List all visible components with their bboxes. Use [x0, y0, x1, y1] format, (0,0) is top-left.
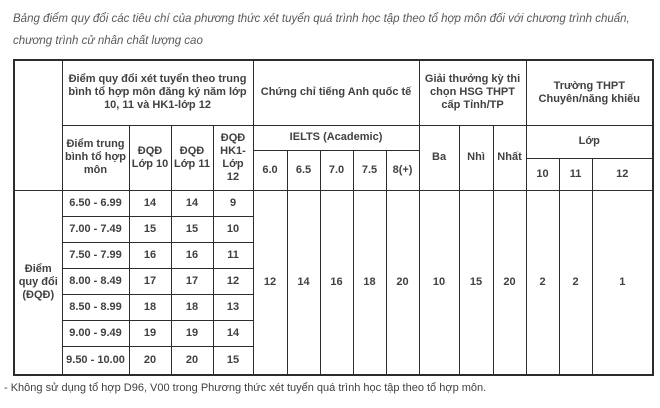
score-range-cell: 7.00 - 7.49 — [61, 215, 130, 243]
thpt-value-cell: 1 — [591, 189, 654, 376]
dqd-hk1-cell: 14 — [212, 319, 254, 347]
subheader-dqd-grade11: ĐQĐ Lớp 11 — [170, 124, 214, 191]
ielts-value-cell: 16 — [319, 189, 354, 376]
grade-10-header: 10 — [525, 157, 560, 191]
ielts-level-6-0: 6.0 — [252, 149, 288, 191]
score-range-cell: 8.50 - 8.99 — [61, 293, 130, 321]
score-range-cell: 9.00 - 9.49 — [61, 319, 130, 347]
dqd-grade11-cell: 16 — [170, 241, 214, 269]
subheader-lop: Lớp — [525, 124, 654, 159]
grade-11-header: 11 — [558, 157, 593, 191]
dqd-grade11-cell: 20 — [170, 345, 214, 376]
dqd-grade11-cell: 17 — [170, 267, 214, 295]
group-header-specialized-school: Trường THPT Chuyên/năng khiếu — [525, 59, 654, 126]
dqd-grade11-cell: 18 — [170, 293, 214, 321]
thpt-value-cell: 2 — [558, 189, 593, 376]
score-range-cell: 9.50 - 10.00 — [61, 345, 130, 376]
score-range-cell: 6.50 - 6.99 — [61, 189, 130, 217]
score-conversion-table: Điểm quy đổi xét tuyển theo trung bình t… — [13, 59, 655, 376]
dqd-hk1-cell: 15 — [212, 345, 254, 376]
dqd-hk1-cell: 9 — [212, 189, 254, 217]
ielts-level-8plus: 8(+) — [385, 149, 420, 191]
footnote: - Không sử dụng tổ hợp D96, V00 trong Ph… — [4, 382, 487, 394]
dqd-grade10-cell: 20 — [128, 345, 172, 376]
dqd-grade10-cell: 15 — [128, 215, 172, 243]
dqd-hk1-cell: 11 — [212, 241, 254, 269]
hsg-value-cell: 15 — [458, 189, 494, 376]
subheader-dqd-grade10: ĐQĐ Lớp 10 — [128, 124, 172, 191]
group-header-hsg-award: Giải thưởng kỳ thi chọn HSG THPT cấp Tỉn… — [418, 59, 527, 126]
group-header-english-cert: Chứng chỉ tiếng Anh quốc tế — [252, 59, 420, 126]
ielts-level-7-5: 7.5 — [352, 149, 387, 191]
ielts-level-6-5: 6.5 — [286, 149, 321, 191]
dqd-grade10-cell: 14 — [128, 189, 172, 217]
subheader-dqd-hk1-grade12: ĐQĐ HK1- Lớp 12 — [212, 124, 254, 191]
dqd-grade11-cell: 14 — [170, 189, 214, 217]
dqd-grade11-cell: 19 — [170, 319, 214, 347]
ielts-value-cell: 14 — [286, 189, 321, 376]
subheader-avg-score: Điểm trung bình tổ hợp môn — [61, 124, 130, 191]
hsg-label-nhi: Nhì — [458, 124, 494, 191]
score-range-cell: 8.00 - 8.49 — [61, 267, 130, 295]
ielts-value-cell: 12 — [252, 189, 288, 376]
hsg-label-nhat: Nhất — [492, 124, 527, 191]
subheader-ielts: IELTS (Academic) — [252, 124, 420, 151]
hsg-label-ba: Ba — [418, 124, 460, 191]
group-header-avg-subject: Điểm quy đổi xét tuyển theo trung bình t… — [61, 59, 254, 126]
hsg-value-cell: 20 — [492, 189, 527, 376]
ielts-value-cell: 20 — [385, 189, 420, 376]
dqd-grade10-cell: 19 — [128, 319, 172, 347]
corner-cell — [13, 59, 63, 191]
dqd-grade10-cell: 16 — [128, 241, 172, 269]
row-label-dqd: Điểm quy đổi (ĐQĐ) — [13, 189, 63, 376]
dqd-hk1-cell: 13 — [212, 293, 254, 321]
thpt-value-cell: 2 — [525, 189, 560, 376]
dqd-grade10-cell: 18 — [128, 293, 172, 321]
ielts-value-cell: 18 — [352, 189, 387, 376]
dqd-hk1-cell: 12 — [212, 267, 254, 295]
hsg-value-cell: 10 — [418, 189, 460, 376]
score-range-cell: 7.50 - 7.99 — [61, 241, 130, 269]
grade-12-header: 12 — [591, 157, 654, 191]
dqd-grade11-cell: 15 — [170, 215, 214, 243]
page-title: Bảng điểm quy đổi các tiêu chí của phươn… — [13, 13, 630, 47]
dqd-grade10-cell: 17 — [128, 267, 172, 295]
ielts-level-7-0: 7.0 — [319, 149, 354, 191]
dqd-hk1-cell: 10 — [212, 215, 254, 243]
